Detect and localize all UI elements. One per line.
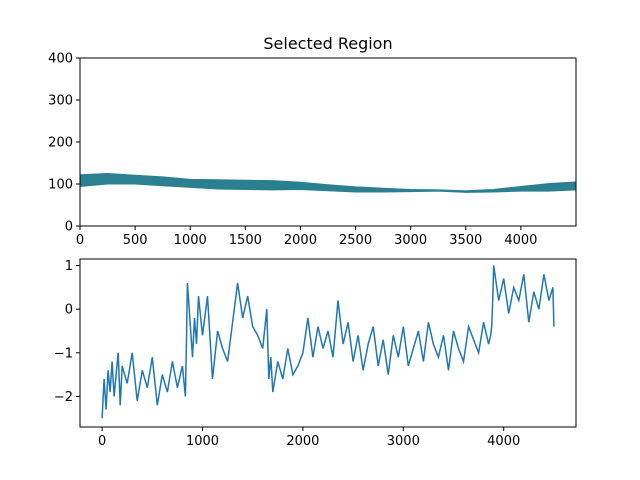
bottom-axes-frame [79,258,577,428]
top-axes-frame [79,57,577,227]
bottom-y-ticks: −2 −1 0 1 [54,259,80,405]
top-x-ticks: 0 500 1000 1500 2000 2500 3000 3500 4000 [76,226,537,248]
x-tick-label: 3000 [394,233,427,248]
x-tick-label: 0 [98,434,106,449]
y-tick-label: −2 [54,390,73,405]
y-tick-label: −1 [54,346,73,361]
x-tick-label: 3000 [387,434,420,449]
series-band-area [79,172,577,193]
bottom-axes: 0 1000 2000 3000 4000 −2 −1 0 1 [54,258,577,449]
x-tick-label: 1000 [174,233,207,248]
y-tick-label: 0 [65,220,73,235]
top-y-ticks: 0 100 200 300 400 [48,52,80,235]
x-tick-label: 2500 [339,233,372,248]
x-tick-label: 500 [123,233,148,248]
top-axes: Selected Region 0 500 1000 1500 2000 2500 3000… [48,34,577,248]
x-tick-label: 2000 [286,434,319,449]
chart-title: Selected Region [263,34,392,53]
y-tick-label: 400 [48,52,73,67]
y-tick-label: 100 [48,178,73,193]
x-tick-label: 1000 [186,434,219,449]
y-tick-label: 1 [65,259,73,274]
x-tick-label: 1500 [229,233,262,248]
y-tick-label: 200 [48,136,73,151]
x-tick-label: 3500 [449,233,482,248]
y-tick-label: 0 [65,303,73,318]
bottom-x-ticks: 0 1000 2000 3000 4000 [98,427,520,449]
x-tick-label: 2000 [284,233,317,248]
x-tick-label: 4000 [504,233,537,248]
y-tick-label: 300 [48,94,73,109]
x-tick-label: 0 [76,233,84,248]
x-tick-label: 4000 [487,434,520,449]
series-line [101,265,555,419]
